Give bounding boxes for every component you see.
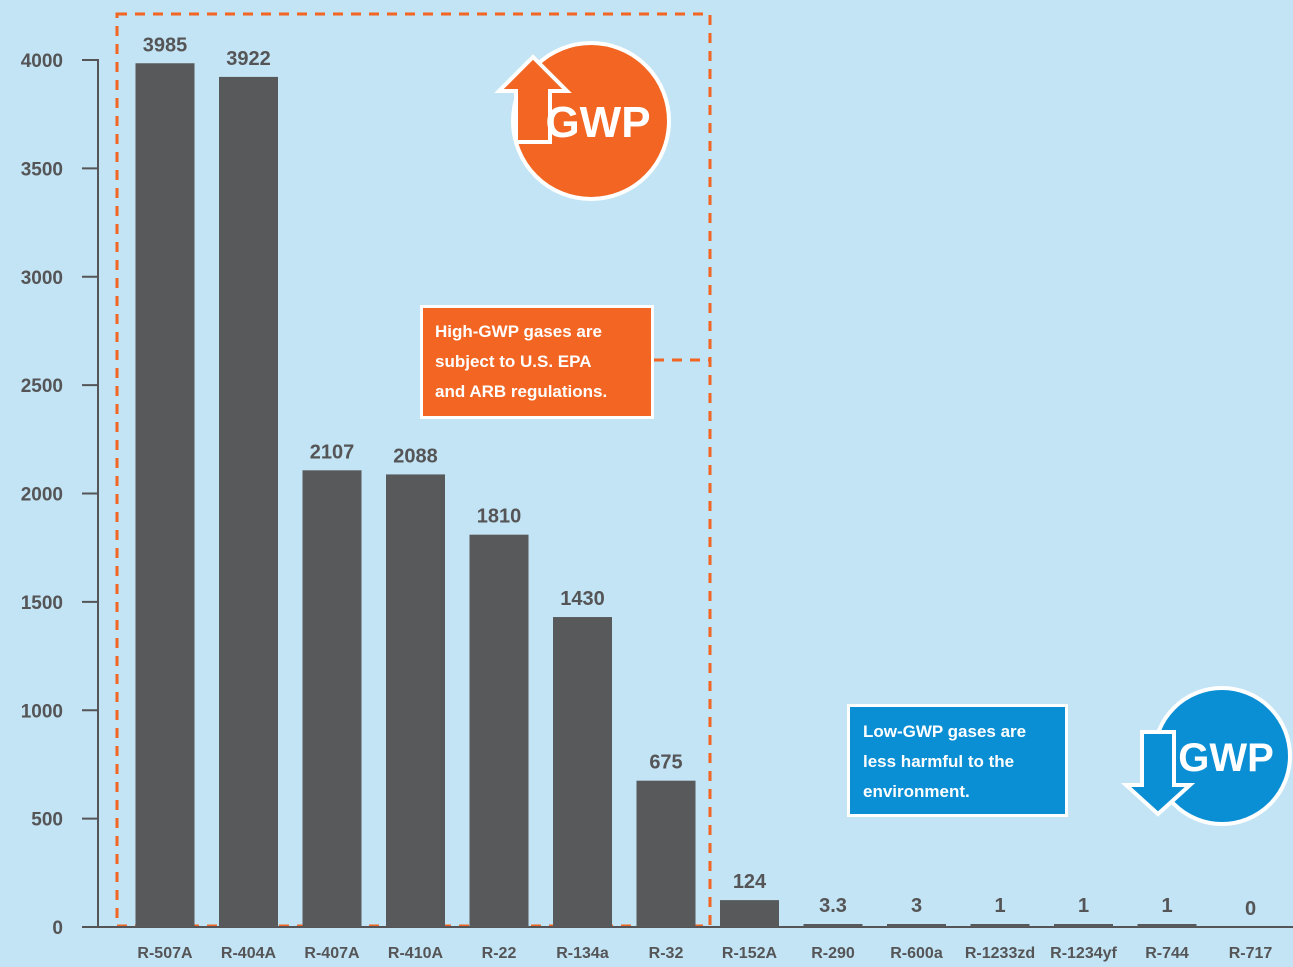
y-tick-label: 2000 [21,485,63,506]
category-label: R-22 [482,945,517,962]
bar-r-600a [887,924,946,927]
category-label: R-32 [649,945,684,962]
low-gwp-callout-line: less harmful to the [863,752,1015,771]
high-gwp-callout-line: subject to U.S. EPA [435,352,592,371]
value-labels-group: 3985 3922 2107 2088 1810 1430 675 124 3.3 3 1 1 1 0 [143,34,1256,920]
value-label: 1 [994,895,1005,917]
category-label: R-410A [388,945,444,962]
bar-r-32 [636,780,696,927]
low-gwp-badge: GWP [1120,686,1292,826]
high-gwp-callout-line: High-GWP gases are [435,322,602,341]
bar-r-1234yf [1054,924,1113,927]
low-gwp-callout-line: Low-GWP gases are [863,722,1027,741]
bar-r-134a [553,617,612,927]
bar-r-1233zd [970,924,1030,927]
value-label: 0 [1245,898,1256,920]
value-label: 3 [911,895,922,917]
category-label: R-290 [811,945,855,962]
category-label: R-507A [137,945,193,962]
value-label: 3922 [226,48,271,70]
y-tick-label: 0 [52,918,63,939]
value-label: 2107 [310,441,355,463]
value-label: 124 [733,871,767,893]
bar-r-407a [302,470,362,927]
y-tick-label: 3500 [21,159,63,180]
category-label: R-134a [556,945,609,962]
arrow-down-icon [1120,730,1196,817]
y-axis: 0 500 1000 1500 2000 2500 3000 3500 4000 [21,51,99,939]
value-label: 1810 [477,506,522,528]
category-label: R-152A [722,945,778,962]
value-label: 2088 [393,445,438,467]
y-tick-label: 4000 [21,51,63,72]
category-label: R-744 [1145,945,1189,962]
value-label: 1 [1161,895,1172,917]
y-tick-label: 500 [31,810,63,831]
y-tick-label: 3000 [21,268,63,289]
category-label: R-1233zd [965,945,1035,962]
bar-r-744 [1137,924,1197,927]
arrow-up-icon [494,54,572,144]
low-gwp-callout-line: environment. [863,782,970,801]
high-gwp-badge: GWP [494,41,671,201]
y-tick-label: 1000 [21,701,63,722]
value-label: 3.3 [819,895,847,917]
value-label: 675 [649,752,682,774]
bar-r-22 [469,534,529,927]
bars-group [135,63,1197,928]
low-gwp-callout: Low-GWP gases are less harmful to the en… [847,704,1068,817]
category-label: R-404A [221,945,277,962]
high-gwp-callout-line: and ARB regulations. [435,382,608,401]
category-label: R-600a [890,945,943,962]
low-gwp-badge-text: GWP [1178,736,1274,780]
category-label: R-1234yf [1050,945,1117,962]
bar-r-507a [135,63,195,928]
value-label: 1430 [560,588,605,610]
y-tick-label: 1500 [21,593,63,614]
category-label: R-717 [1229,945,1273,962]
bar-r-290 [803,924,863,927]
high-gwp-callout: High-GWP gases are subject to U.S. EPA a… [420,305,654,419]
y-tick-label: 2500 [21,376,63,397]
category-label: R-407A [304,945,360,962]
bar-r-410a [386,474,445,927]
bar-r-152a [720,900,779,927]
value-label: 1 [1078,895,1089,917]
value-label: 3985 [143,34,188,56]
bar-r-404a [219,76,278,928]
high-gwp-badge-text: GWP [545,98,650,147]
category-labels-group: R-507A R-404A R-407A R-410A R-22 R-134a R-32 R-… [137,945,1272,962]
